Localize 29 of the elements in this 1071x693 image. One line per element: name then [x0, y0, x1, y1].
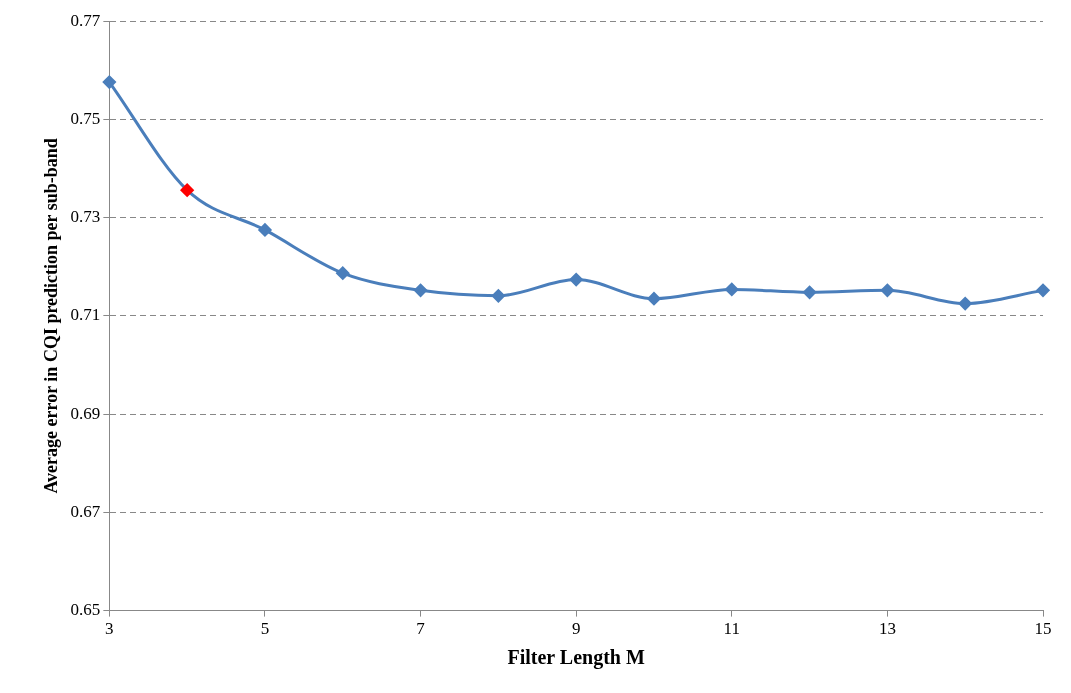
x-tick-label: 9: [571, 619, 581, 639]
point: [102, 75, 116, 89]
point: [880, 283, 894, 297]
point: [180, 183, 194, 197]
point: [258, 223, 272, 237]
point: [1036, 283, 1050, 297]
x-axis-title: Filter Length M: [507, 646, 645, 670]
point: [725, 282, 739, 296]
x-tick-label: 15: [1034, 619, 1052, 639]
x-tick-label: 13: [878, 619, 896, 639]
y-tick-label: 0.73: [70, 207, 101, 227]
point: [414, 283, 428, 297]
point: [569, 273, 583, 287]
y-tick-label: 0.77: [70, 10, 101, 30]
x-tick-label: 7: [416, 619, 426, 639]
y-tick-label: 0.69: [70, 403, 101, 423]
y-tick-label: 0.65: [70, 600, 101, 620]
x-tick-label: 3: [105, 619, 114, 639]
point: [491, 289, 505, 303]
y-tick-label: 0.75: [70, 108, 101, 128]
point: [958, 297, 972, 311]
x-tick-label: 11: [723, 619, 740, 639]
y-axis-title: Average error in CQI prediction per sub-band: [41, 138, 62, 494]
point: [336, 266, 350, 280]
point: [803, 285, 817, 299]
y-tick-label: 0.71: [70, 305, 101, 325]
point: [647, 292, 661, 306]
x-tick-label: 5: [260, 619, 270, 639]
y-tick-label: 0.67: [70, 501, 101, 521]
